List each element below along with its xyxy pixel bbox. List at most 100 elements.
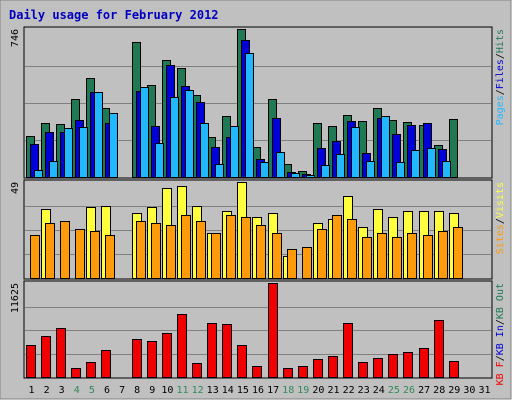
day-label: 9 — [149, 385, 155, 396]
bar — [45, 223, 55, 279]
panel-visits-sites: 49 Sites/Visits — [10, 179, 506, 280]
day-label: 4 — [74, 385, 80, 396]
day-label: 20 — [312, 385, 324, 396]
bar — [377, 233, 387, 279]
bar — [207, 323, 217, 378]
day-label: 19 — [297, 385, 309, 396]
day-label: 22 — [343, 385, 355, 396]
day-label: 26 — [403, 385, 415, 396]
bar — [196, 221, 206, 279]
bar — [237, 345, 247, 378]
bar — [321, 165, 330, 178]
bar — [343, 323, 353, 378]
y-max-label: 746 — [10, 29, 21, 47]
day-label: 1 — [28, 385, 34, 396]
legend-entry: KB F — [495, 361, 506, 385]
bar — [132, 339, 142, 378]
bar — [438, 231, 448, 279]
bar — [151, 223, 161, 279]
legend-entry: / — [495, 89, 506, 95]
bar — [90, 231, 100, 279]
bar — [260, 162, 269, 178]
legend-entry: / — [495, 218, 506, 224]
bar — [419, 348, 429, 378]
bar — [64, 128, 73, 178]
day-label: 28 — [433, 385, 445, 396]
legend-entry: Sites — [495, 224, 506, 254]
bar — [381, 116, 390, 178]
day-label: 27 — [418, 385, 430, 396]
chart-title: Daily usage for February 2012 — [9, 8, 219, 22]
bar — [453, 227, 463, 279]
bar — [407, 233, 417, 279]
bar — [442, 161, 451, 178]
bar — [177, 314, 187, 378]
legend-entry: KB Out — [495, 283, 506, 319]
bar — [427, 148, 436, 178]
day-label: 25 — [388, 385, 400, 396]
day-label: 3 — [59, 385, 65, 396]
bar — [211, 233, 221, 279]
bar — [268, 283, 278, 378]
series-pages — [34, 53, 451, 178]
series-sites — [30, 215, 463, 279]
bar — [388, 354, 398, 378]
bar — [306, 175, 315, 178]
bar — [86, 362, 96, 378]
day-label: 24 — [373, 385, 385, 396]
y-max-label: 11625 — [10, 283, 21, 313]
bar — [94, 92, 103, 178]
bar — [347, 219, 357, 279]
bar — [358, 362, 368, 378]
bar — [109, 113, 118, 178]
panel-legend: KB F/KB In/KB Out — [495, 283, 506, 385]
bar — [162, 333, 172, 378]
bar — [287, 249, 297, 279]
bar — [181, 215, 191, 279]
bar — [226, 215, 236, 279]
bar — [41, 336, 51, 378]
bar — [449, 361, 459, 378]
bar — [336, 154, 345, 178]
day-label: 6 — [104, 385, 110, 396]
day-label: 31 — [478, 385, 490, 396]
bar — [26, 345, 36, 378]
bar — [147, 341, 157, 378]
bar — [200, 123, 209, 178]
bar — [396, 162, 405, 178]
day-label: 16 — [252, 385, 264, 396]
legend-entry: Files — [495, 59, 506, 89]
panel-legend: Sites/Visits — [495, 182, 506, 254]
day-labels: 1 2 3 4 5 6 7 8 9 10 11 12 13 14 15 16 17 18 19 20 21 22 23 24 2… — [28, 385, 490, 396]
series-kb-f — [26, 283, 459, 378]
day-label: 17 — [267, 385, 279, 396]
bar — [101, 350, 111, 378]
day-label: 21 — [327, 385, 339, 396]
day-label: 29 — [448, 385, 460, 396]
bar — [30, 235, 40, 279]
bar — [302, 247, 312, 279]
bar — [105, 235, 115, 279]
bar — [392, 237, 402, 279]
y-max-label: 49 — [10, 182, 21, 194]
bar — [298, 366, 308, 378]
bar — [241, 217, 251, 279]
day-label: 30 — [463, 385, 475, 396]
bar — [166, 225, 176, 279]
bar — [34, 170, 43, 178]
bar — [185, 90, 194, 178]
bar — [276, 152, 285, 178]
bar — [434, 320, 444, 378]
bar — [75, 229, 85, 279]
bar — [49, 161, 58, 178]
bar — [283, 368, 293, 378]
day-label: 15 — [237, 385, 249, 396]
legend-entry: / — [495, 53, 506, 59]
bar — [291, 173, 300, 178]
bar — [140, 87, 149, 178]
bar — [423, 235, 433, 279]
day-label: 7 — [119, 385, 125, 396]
bar — [313, 359, 323, 378]
